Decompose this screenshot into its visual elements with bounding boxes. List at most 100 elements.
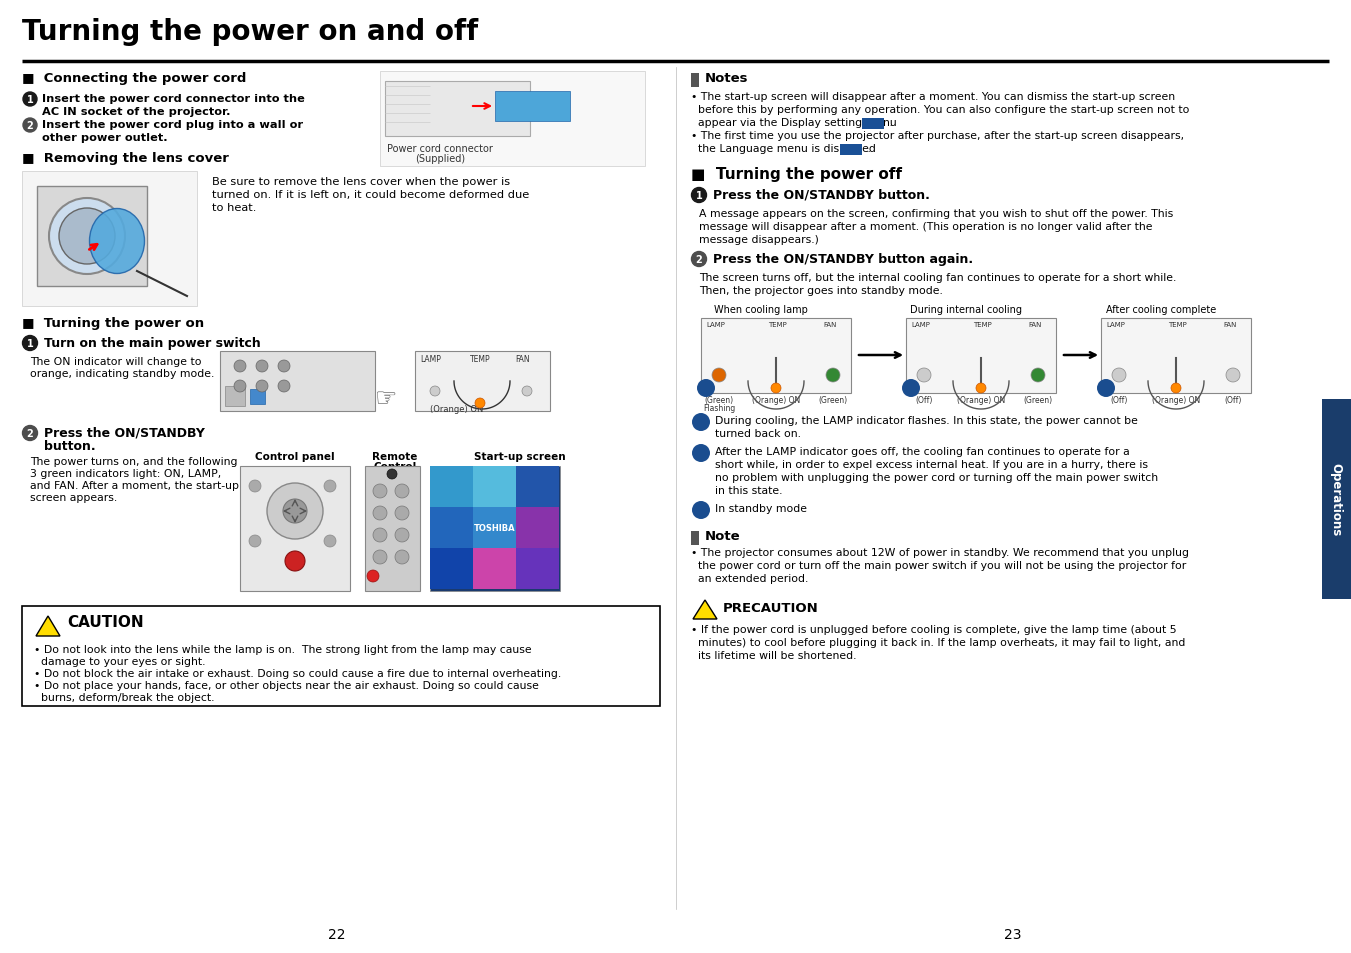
Text: 2: 2 [27, 429, 34, 438]
Text: p.31: p.31 [863, 119, 882, 129]
Circle shape [1097, 379, 1115, 397]
Text: C: C [1102, 384, 1109, 394]
Text: TOSHIBA: TOSHIBA [474, 524, 516, 533]
Circle shape [249, 480, 261, 493]
Bar [494, 91, 570, 122]
Circle shape [1225, 369, 1240, 382]
Polygon shape [36, 617, 59, 637]
Text: Flashing: Flashing [703, 403, 735, 413]
Text: 1: 1 [696, 191, 703, 201]
Text: PRECAUTION: PRECAUTION [723, 601, 819, 615]
Circle shape [692, 253, 707, 267]
Circle shape [975, 384, 986, 394]
Text: an extended period.: an extended period. [690, 574, 808, 583]
Bar [690, 74, 698, 88]
Text: Power cord connector: Power cord connector [388, 144, 493, 153]
Text: The screen turns off, but the internal cooling fan continues to operate for a sh: The screen turns off, but the internal c… [698, 273, 1177, 283]
Circle shape [692, 501, 711, 519]
Text: LAMP: LAMP [911, 322, 929, 328]
Text: short while, in order to expel excess internal heat. If you are in a hurry, ther: short while, in order to expel excess in… [715, 459, 1148, 470]
Text: ■  Connecting the power cord: ■ Connecting the power cord [22, 71, 246, 85]
Text: When cooling lamp: When cooling lamp [715, 305, 808, 314]
Text: Notes: Notes [705, 71, 748, 85]
Bar [516, 548, 559, 589]
Circle shape [324, 536, 336, 547]
Text: to heat.: to heat. [212, 203, 257, 213]
Text: !: ! [703, 609, 708, 619]
Circle shape [521, 387, 532, 396]
Text: A: A [697, 417, 705, 428]
Circle shape [255, 380, 267, 393]
Text: minutes) to cool before plugging it back in. If the lamp overheats, it may fail : minutes) to cool before plugging it back… [690, 638, 1185, 647]
Text: TEMP: TEMP [470, 355, 490, 364]
Circle shape [1112, 369, 1125, 382]
Text: 3 green indicators light: ON, LAMP,: 3 green indicators light: ON, LAMP, [30, 469, 222, 478]
Text: (Off): (Off) [1111, 395, 1128, 405]
Text: 1: 1 [27, 338, 34, 349]
Text: FAN: FAN [1223, 322, 1236, 328]
Text: ☞: ☞ [376, 387, 397, 411]
Text: Control: Control [373, 461, 416, 472]
Text: before this by performing any operation. You can also configure the start-up scr: before this by performing any operation.… [690, 105, 1189, 115]
Circle shape [902, 379, 920, 397]
Bar [473, 507, 516, 548]
Text: damage to your eyes or sight.: damage to your eyes or sight. [34, 657, 205, 666]
Text: Then, the projector goes into standby mode.: Then, the projector goes into standby mo… [698, 286, 943, 295]
Circle shape [267, 483, 323, 539]
Text: (Green): (Green) [819, 395, 847, 405]
Text: FAN: FAN [823, 322, 836, 328]
Text: • The projector consumes about 12W of power in standby. We recommend that you un: • The projector consumes about 12W of po… [690, 547, 1189, 558]
Text: 2: 2 [696, 254, 703, 265]
Text: The power turns on, and the following: The power turns on, and the following [30, 456, 238, 467]
Circle shape [692, 414, 711, 432]
Circle shape [771, 384, 781, 394]
Text: 22: 22 [328, 927, 346, 941]
Circle shape [234, 360, 246, 373]
Text: appear via the Display setting menu: appear via the Display setting menu [690, 118, 900, 128]
Text: p.24: p.24 [842, 146, 861, 154]
Bar [839, 145, 862, 156]
Bar [415, 352, 550, 412]
Text: (Orange) ON: (Orange) ON [753, 395, 800, 405]
Text: Note: Note [705, 530, 740, 542]
Text: B: B [697, 449, 705, 458]
Bar [240, 467, 350, 592]
Text: During cooling, the LAMP indicator flashes. In this state, the power cannot be: During cooling, the LAMP indicator flash… [715, 416, 1138, 426]
Text: A message appears on the screen, confirming that you wish to shut off the power.: A message appears on the screen, confirm… [698, 209, 1173, 219]
Text: Control panel: Control panel [255, 452, 335, 461]
Bar [1101, 318, 1251, 394]
Text: no problem with unplugging the power cord or turning off the main power switch: no problem with unplugging the power cor… [715, 473, 1158, 482]
Text: message disappears.): message disappears.) [698, 234, 819, 245]
Bar [690, 532, 698, 545]
Circle shape [394, 484, 409, 498]
Bar [473, 467, 516, 507]
Circle shape [825, 369, 840, 382]
Circle shape [324, 480, 336, 493]
Text: message will disappear after a moment. (This operation is no longer valid after : message will disappear after a moment. (… [698, 222, 1152, 232]
Text: the Language menu is displayed: the Language menu is displayed [690, 144, 880, 153]
Text: 2: 2 [27, 121, 34, 131]
Text: Press the ON/STANDBY: Press the ON/STANDBY [45, 427, 205, 439]
Bar [385, 82, 530, 137]
Circle shape [49, 199, 126, 274]
Text: Remote: Remote [373, 452, 417, 461]
Circle shape [367, 571, 380, 582]
Bar [516, 467, 559, 507]
Bar [701, 318, 851, 394]
Text: (Orange) ON: (Orange) ON [957, 395, 1005, 405]
Text: button.: button. [45, 439, 96, 453]
Text: in this state.: in this state. [715, 485, 782, 496]
Text: TEMP: TEMP [1169, 322, 1186, 328]
Circle shape [712, 369, 725, 382]
Text: • The first time you use the projector after purchase, after the start-up screen: • The first time you use the projector a… [690, 131, 1183, 141]
Text: Be sure to remove the lens cover when the power is: Be sure to remove the lens cover when th… [212, 177, 511, 187]
Circle shape [386, 470, 397, 479]
Text: LAMP: LAMP [1106, 322, 1125, 328]
Text: Insert the power cord connector into the: Insert the power cord connector into the [42, 94, 305, 104]
Circle shape [255, 360, 267, 373]
Text: (Off): (Off) [1224, 395, 1242, 405]
Bar [862, 119, 884, 130]
Text: (Orange) ON: (Orange) ON [430, 405, 484, 414]
Circle shape [23, 426, 38, 441]
Text: Press the ON/STANDBY button again.: Press the ON/STANDBY button again. [713, 253, 973, 266]
